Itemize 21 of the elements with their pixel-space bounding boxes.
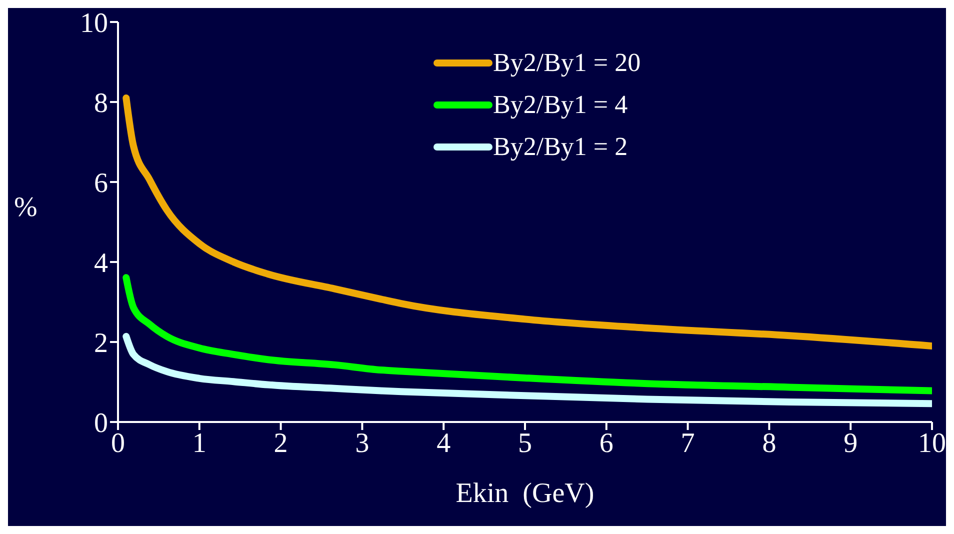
legend-label: By2/By1 = 4 [493,90,628,120]
x-tick-label: 5 [518,428,532,459]
x-tick-label: 7 [680,428,695,459]
x-tick-label: 3 [355,428,370,459]
x-tick-label: 1 [192,428,206,459]
x-tick-label: 9 [844,428,858,459]
y-tick-label: 10 [80,8,108,39]
y-tick-label: 6 [94,168,108,199]
x-axis-title: Ekin (GeV) [454,478,596,510]
y-tick-label: 8 [94,88,108,119]
x-tick-label: 6 [599,428,614,459]
x-tick-label: 4 [436,428,451,459]
y-tick-label: 2 [94,328,108,359]
legend-label: By2/By1 = 20 [493,48,641,78]
x-tick-label: 2 [274,428,288,459]
y-axis-title: % [14,192,38,224]
legend-label: By2/By1 = 2 [493,132,628,162]
x-tick-label: 10 [918,428,946,459]
x-tick-label: 8 [762,428,776,459]
y-tick-label: 0 [94,408,108,439]
y-tick-label: 4 [94,248,108,279]
